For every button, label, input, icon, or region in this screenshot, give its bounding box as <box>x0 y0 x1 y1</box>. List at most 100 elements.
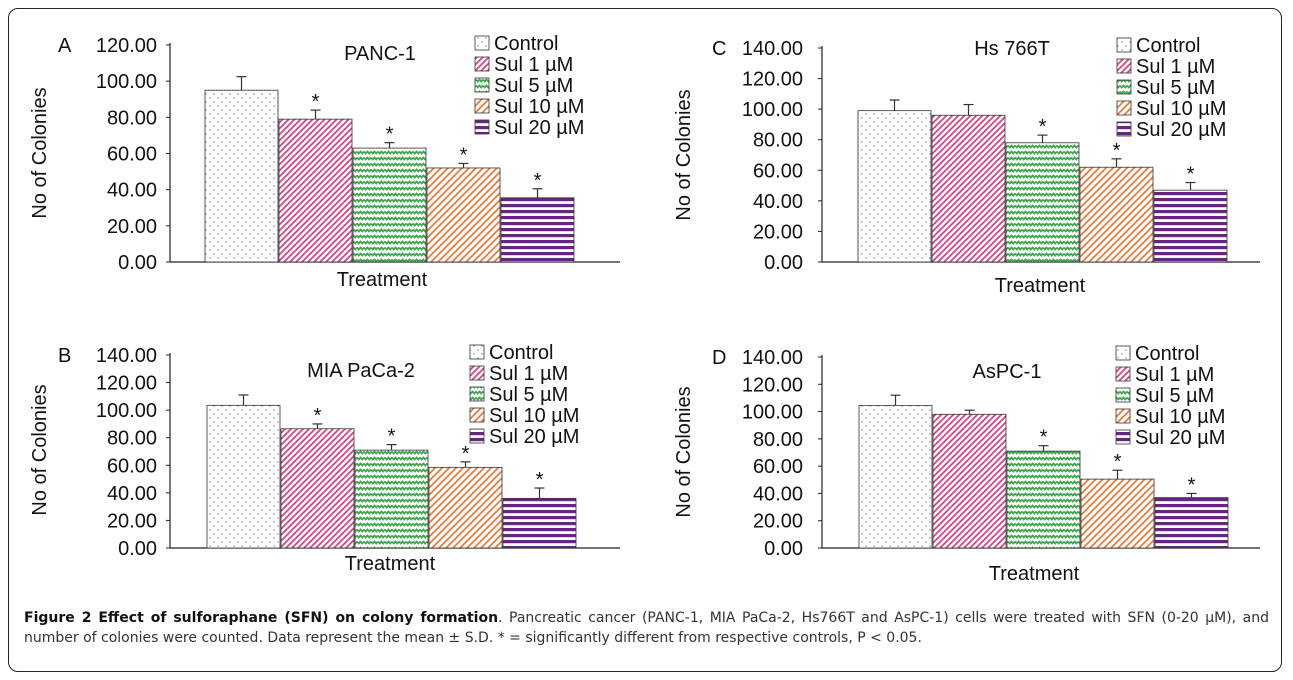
legend-label: Control <box>1136 35 1200 57</box>
bar-5 <box>1154 497 1229 549</box>
y-tick-label: 140.00 <box>742 347 803 369</box>
legend-swatch <box>1116 37 1132 53</box>
chart-title: AsPC-1 <box>973 361 1042 383</box>
y-tick-label: 140.00 <box>96 345 157 367</box>
y-tick-label: 40.00 <box>107 180 157 202</box>
significance-star: * <box>1113 140 1121 162</box>
chart-panel-c: C 0.00 20.00 40.00 60.00 80.00 100.00 120.00 140… <box>673 35 1260 297</box>
bar-1 <box>857 110 932 263</box>
chart-panel-b: B 0.00 20.00 40.00 60.00 80.00 100.00 120.00 140… <box>29 342 620 575</box>
legend-label: Sul 1 µM <box>1136 56 1215 78</box>
legend-swatch <box>1115 345 1131 361</box>
legend-swatch <box>474 77 490 93</box>
y-tick-label: 60.00 <box>107 455 157 477</box>
legend-swatch <box>1115 429 1131 445</box>
legend-label: Control <box>1135 343 1199 365</box>
legend-label: Sul 5 µM <box>494 75 573 97</box>
legend-swatch <box>469 365 485 381</box>
significance-star: * <box>534 170 542 192</box>
y-tick-label: 0.00 <box>118 252 157 274</box>
x-axis-label: Treatment <box>995 275 1086 297</box>
bar-2 <box>931 114 1006 263</box>
bar-3 <box>354 449 429 549</box>
legend-swatch <box>474 35 490 51</box>
y-tick-label: 80.00 <box>753 130 803 152</box>
significance-star: * <box>314 405 322 427</box>
legend-swatch <box>469 428 485 444</box>
y-tick-label: 0.00 <box>118 538 157 560</box>
bar-2 <box>278 118 353 263</box>
y-tick-label: 80.00 <box>107 428 157 450</box>
legend-swatch <box>469 407 485 423</box>
bar-2 <box>280 428 355 549</box>
legend-swatch <box>474 56 490 72</box>
bar-3 <box>1006 450 1081 549</box>
legend-label: Sul 1 µM <box>489 363 568 385</box>
bar-4 <box>426 167 501 263</box>
legend-label: Sul 20 µM <box>1135 427 1225 449</box>
legend-label: Sul 10 µM <box>1135 406 1225 428</box>
y-tick-label: 0.00 <box>764 252 803 274</box>
legend-label: Sul 20 µM <box>489 426 579 448</box>
chart-panel-a: A 0.00 20.00 40.00 60.00 80.00 100.00 120.00 No … <box>29 33 620 291</box>
chart-title: PANC-1 <box>344 43 416 65</box>
y-axis-label: No of Colonies <box>29 87 51 218</box>
y-tick-label: 120.00 <box>96 35 157 57</box>
legend-label: Sul 5 µM <box>1135 385 1214 407</box>
bar-2 <box>932 413 1007 549</box>
legend-label: Sul 20 µM <box>1136 119 1226 141</box>
y-tick-label: 20.00 <box>107 510 157 532</box>
x-axis-label: Treatment <box>989 563 1080 585</box>
legend-swatch <box>1116 121 1132 137</box>
legend-label: Sul 10 µM <box>489 405 579 427</box>
bar-5 <box>500 197 575 263</box>
significance-star: * <box>1040 427 1048 449</box>
legend-swatch <box>1116 100 1132 116</box>
bar-4 <box>428 466 503 549</box>
legend-label: Control <box>489 342 553 364</box>
y-tick-label: 20.00 <box>753 511 803 533</box>
legend-label: Sul 20 µM <box>494 117 584 139</box>
y-tick-label: 80.00 <box>107 107 157 129</box>
y-axis-label: No of Colonies <box>29 384 51 515</box>
significance-star: * <box>1114 451 1122 473</box>
panel-letter: A <box>58 35 72 57</box>
bar-4 <box>1079 166 1154 263</box>
bar-3 <box>352 147 427 263</box>
bar-1 <box>206 404 281 549</box>
legend-label: Sul 5 µM <box>489 384 568 406</box>
legend-label: Control <box>494 33 558 55</box>
bar-3 <box>1005 142 1080 263</box>
y-tick-label: 40.00 <box>107 483 157 505</box>
legend-label: Sul 5 µM <box>1136 77 1215 99</box>
significance-star: * <box>1188 474 1196 496</box>
y-tick-label: 100.00 <box>742 402 803 424</box>
legend-swatch <box>1116 79 1132 95</box>
significance-star: * <box>312 91 320 113</box>
legend-swatch <box>469 344 485 360</box>
bar-4 <box>1080 478 1155 549</box>
significance-star: * <box>1039 116 1047 138</box>
y-tick-label: 60.00 <box>753 456 803 478</box>
legend-swatch <box>1115 366 1131 382</box>
y-tick-label: 20.00 <box>107 216 157 238</box>
legend-swatch <box>474 119 490 135</box>
legend-label: Sul 1 µM <box>1135 364 1214 386</box>
y-tick-label: 120.00 <box>96 373 157 395</box>
y-tick-label: 120.00 <box>742 374 803 396</box>
panels-root: A 0.00 20.00 40.00 60.00 80.00 100.00 120.00 No … <box>29 33 1260 585</box>
y-tick-label: 80.00 <box>753 429 803 451</box>
y-tick-label: 100.00 <box>96 400 157 422</box>
panel-letter: B <box>58 345 71 367</box>
figure-caption: Figure 2 Effect of sulforaphane (SFN) on… <box>24 608 1269 648</box>
caption-title: Figure 2 Effect of sulforaphane (SFN) on… <box>24 610 499 626</box>
chart-title: Hs 766T <box>974 38 1050 60</box>
bar-1 <box>204 89 279 263</box>
y-tick-label: 40.00 <box>753 191 803 213</box>
legend-swatch <box>1115 387 1131 403</box>
bar-5 <box>502 497 577 549</box>
y-tick-label: 120.00 <box>742 69 803 91</box>
significance-star: * <box>1187 164 1195 186</box>
y-tick-label: 60.00 <box>753 160 803 182</box>
